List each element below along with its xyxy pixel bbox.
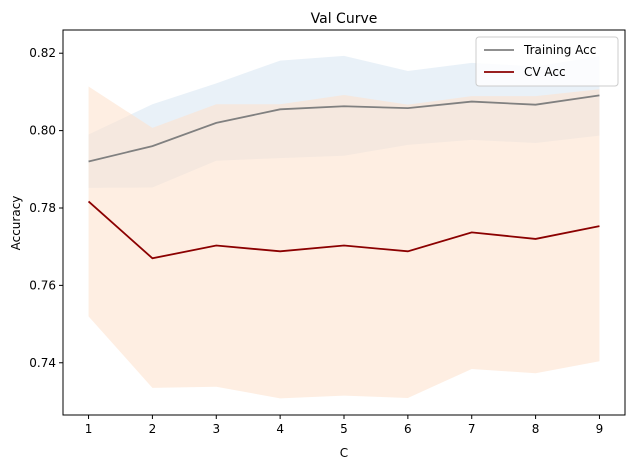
x-tick-label: 6 [404, 422, 412, 436]
legend-label-cv-acc: CV Acc [524, 65, 566, 79]
x-axis-label: C [340, 446, 348, 460]
x-tick-label: 1 [85, 422, 93, 436]
series-lines [87, 94, 600, 260]
y-tick-label: 0.78 [29, 201, 56, 215]
x-tick-label: 4 [276, 422, 284, 436]
y-tick-label: 0.76 [29, 278, 56, 292]
x-axis-ticks: 1 2 3 4 5 6 7 8 9 [85, 415, 604, 436]
legend-label-training-acc: Training Acc [523, 43, 596, 57]
x-tick-label: 2 [149, 422, 157, 436]
legend: Training Acc CV Acc [475, 36, 619, 87]
chart-title: Val Curve [311, 11, 378, 27]
x-tick-label: 9 [596, 422, 604, 436]
x-tick-label: 5 [340, 422, 348, 436]
x-tick-label: 7 [468, 422, 476, 436]
y-tick-label: 0.82 [29, 46, 56, 60]
confidence-bands [88, 55, 600, 399]
x-tick-label: 8 [532, 422, 540, 436]
x-tick-label: 3 [212, 422, 220, 436]
y-tick-label: 0.80 [29, 124, 56, 138]
cv-acc-band [88, 86, 600, 399]
y-axis-label: Accuracy [9, 196, 23, 251]
y-tick-label: 0.74 [29, 356, 56, 370]
y-axis-ticks: 0.74 0.76 0.78 0.80 0.82 [29, 46, 63, 370]
